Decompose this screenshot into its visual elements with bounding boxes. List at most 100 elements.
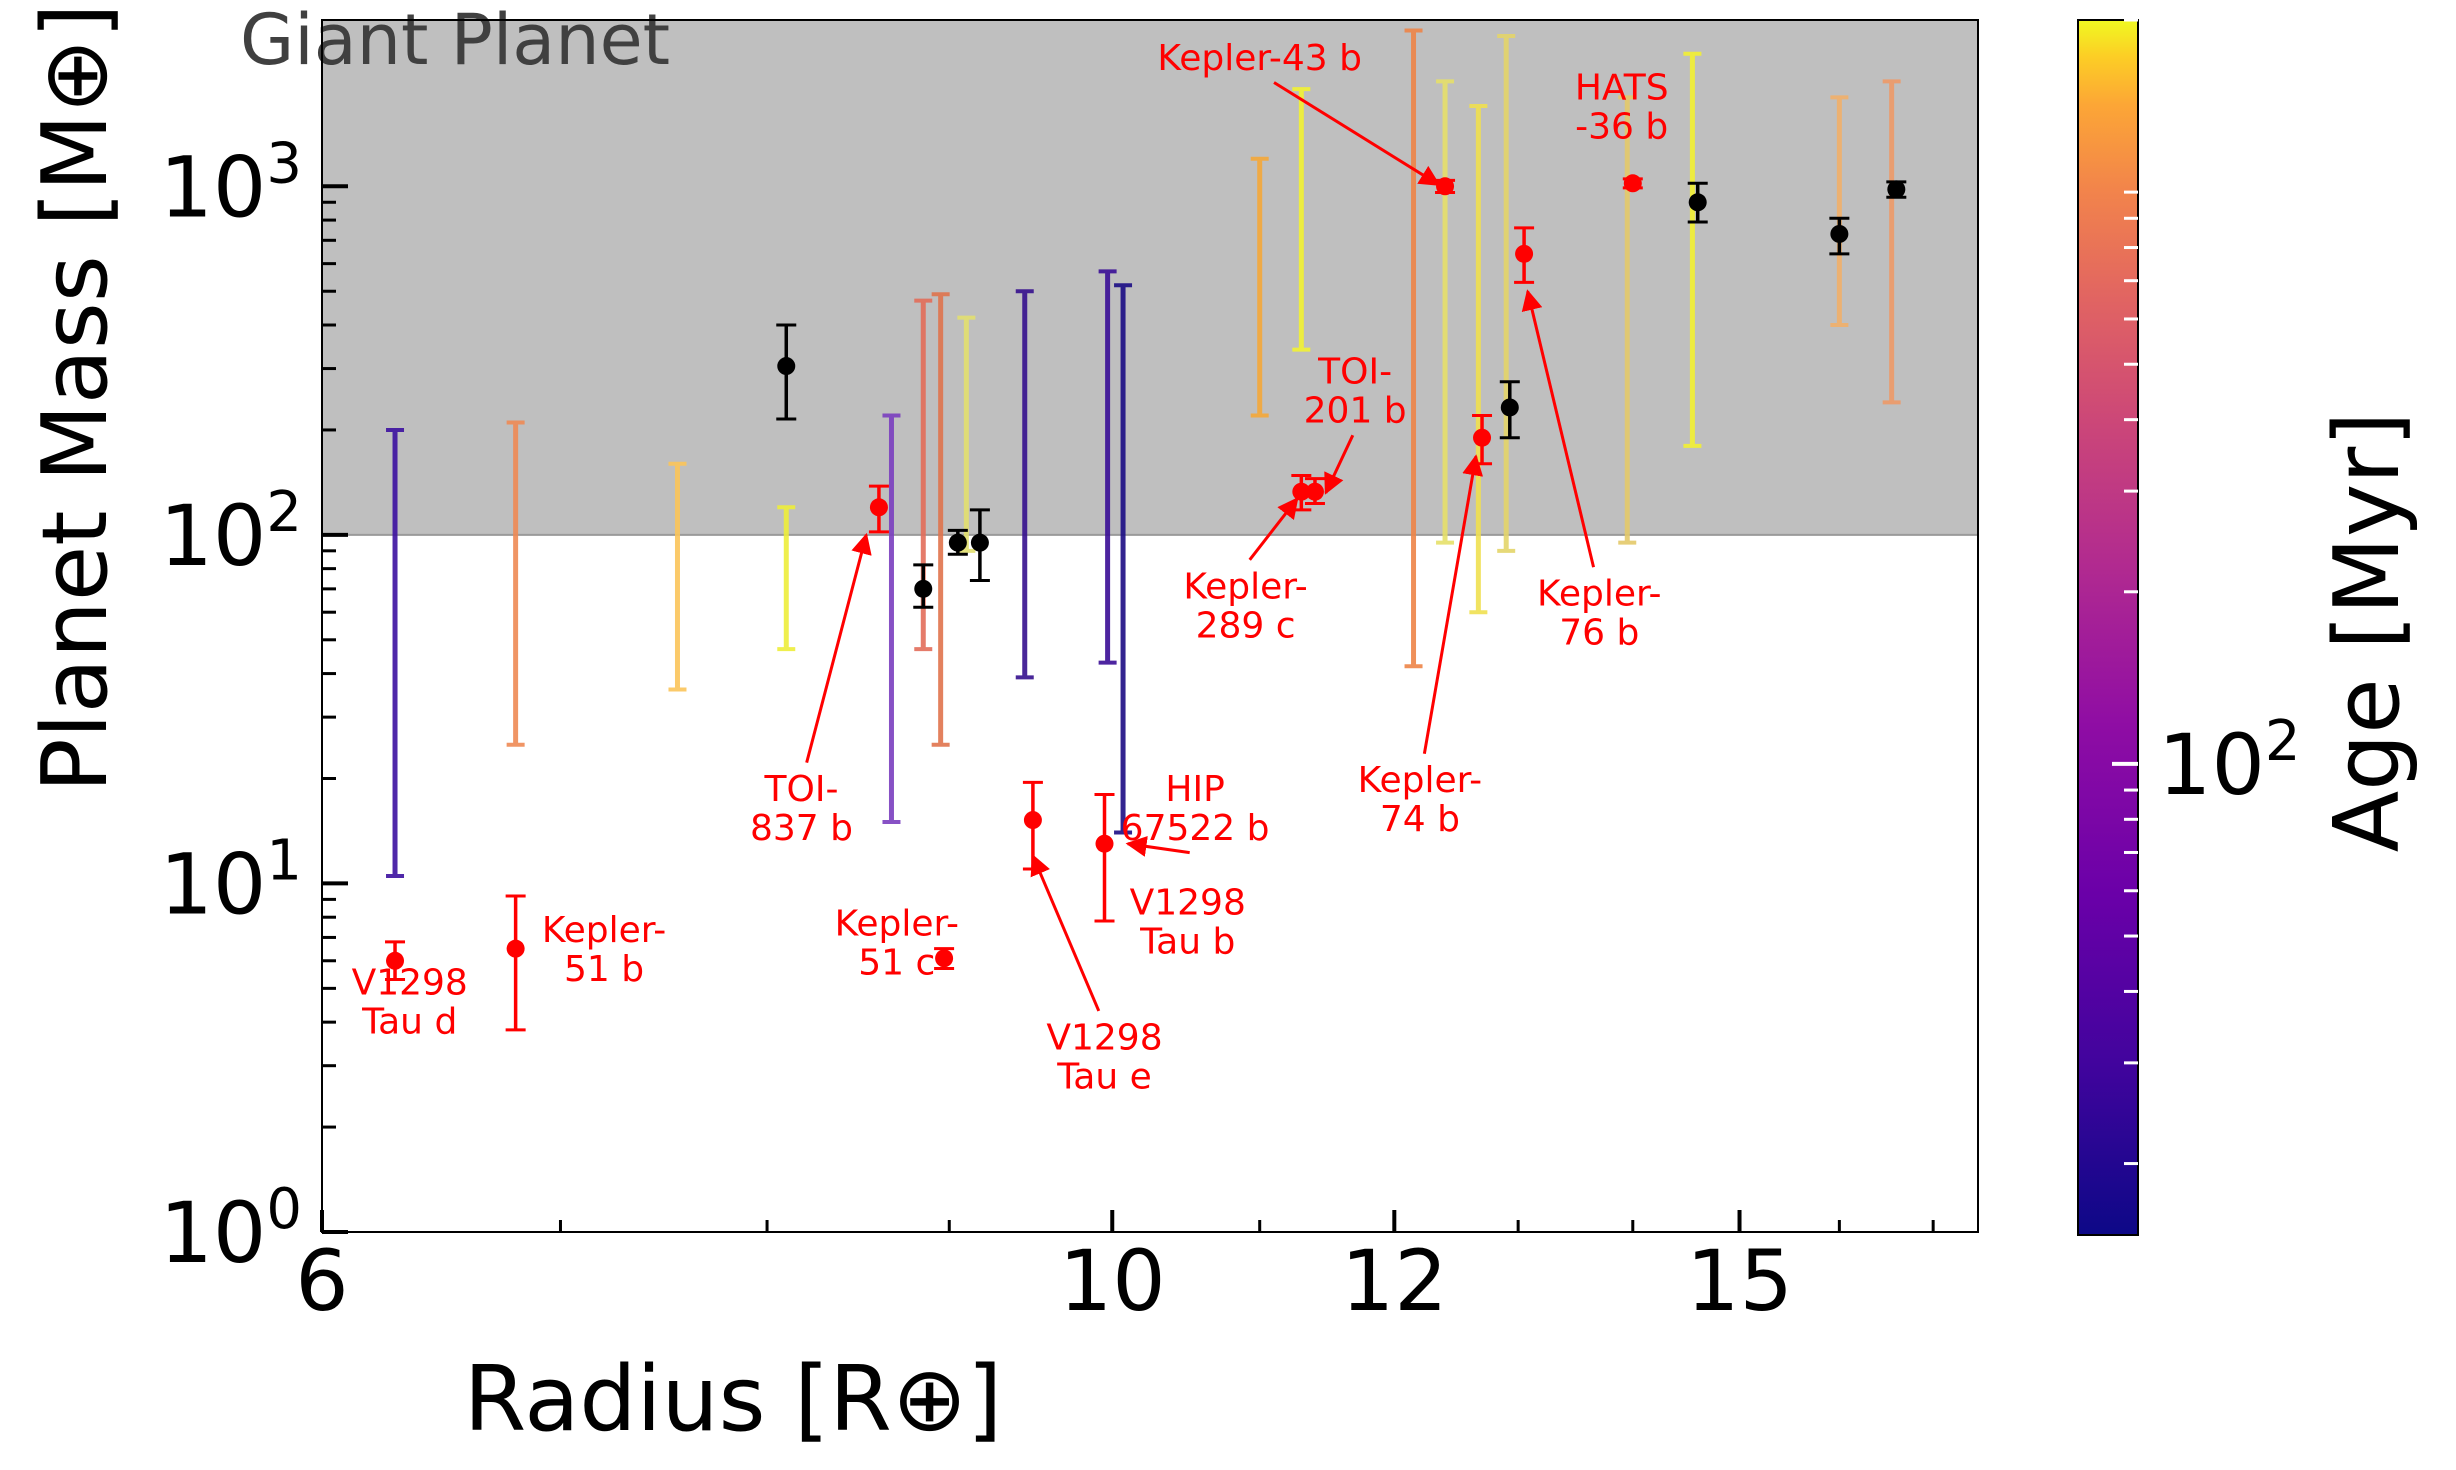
upper-limit-bar [1882, 79, 1901, 405]
planet-label: TOI-837 b [750, 769, 853, 849]
black-point-group [1687, 181, 1708, 224]
colorbar-tick-exponent: 2 [2265, 709, 2301, 774]
y-tick-label: 103 [159, 131, 302, 236]
planet-label-line: 76 b [1559, 613, 1639, 654]
planet-label-line: 67522 b [1121, 808, 1270, 849]
planet-arrow [1248, 497, 1299, 561]
planet-label-line: V1298 [1130, 883, 1246, 924]
colorbar-label: Age [Myr] [2315, 412, 2420, 853]
black-planet-points [776, 180, 1907, 609]
planet-label: Kepler-74 b [1358, 760, 1482, 840]
planet-label-line: 51 c [858, 942, 935, 983]
upper-limit-bar [1469, 103, 1488, 615]
planet-label-line: Kepler- [1537, 574, 1661, 615]
plot-frame [321, 19, 1979, 1233]
black-point [777, 357, 796, 376]
red-point [1095, 834, 1114, 853]
x-axis-label: Radius [R⊕] [464, 1347, 1003, 1452]
upper-limit-bar [1098, 269, 1117, 665]
planet-label-line: Tau b [1139, 922, 1235, 963]
y-tick-exponent: 1 [266, 828, 302, 893]
y-tick-label: 100 [159, 1177, 302, 1282]
upper-limit-bar [1683, 51, 1702, 448]
red-point-group [1304, 477, 1325, 506]
red-point-group [1622, 174, 1643, 193]
red-point-group [934, 947, 955, 971]
x-tick-label: 15 [1686, 1232, 1793, 1330]
planet-label: Kepler-51 b [542, 910, 666, 990]
planet-arrow [1125, 836, 1190, 857]
red-point-group [385, 940, 406, 982]
planet-arrow [1030, 853, 1101, 1012]
black-point [948, 533, 967, 552]
x-tick-label: 6 [295, 1232, 348, 1330]
planet-label-line: V1298 [1046, 1017, 1162, 1058]
black-point-group [1829, 216, 1850, 256]
red-point [1473, 428, 1492, 447]
black-point-group [776, 323, 797, 421]
black-point [914, 579, 933, 598]
planet-label-line: Kepler- [1358, 760, 1482, 801]
planet-label-line: 201 b [1304, 391, 1407, 432]
upper-limit-bar [1292, 87, 1311, 352]
planet-label: Kepler-51 c [835, 903, 959, 983]
y-tick-exponent: 3 [266, 131, 302, 196]
red-point [1623, 174, 1642, 193]
black-point-group [969, 508, 990, 582]
red-point [386, 951, 405, 970]
planet-label: TOI-201 b [1304, 352, 1407, 432]
planet-label-line: 837 b [750, 808, 853, 849]
upper-limit-bar [506, 420, 525, 747]
black-point-group [1886, 180, 1907, 199]
y-tick-label: 102 [159, 480, 302, 585]
upper-limit-bar [668, 461, 687, 692]
planet-label-line: Kepler-43 b [1157, 38, 1362, 79]
planet-label-line: Kepler- [542, 910, 666, 951]
y-tick-exponent: 2 [266, 480, 302, 545]
planet-label: V1298 Tau b [1130, 883, 1246, 963]
black-point [1830, 224, 1849, 243]
red-point [1292, 482, 1311, 501]
planet-label-line: TOI- [1317, 352, 1392, 393]
upper-limit-bar [1015, 289, 1034, 680]
black-point [970, 533, 989, 552]
planet-label: V1298 Tau d [352, 962, 468, 1042]
upper-limit-bar [1436, 79, 1455, 545]
red-point [1515, 244, 1534, 263]
red-point [1023, 811, 1042, 830]
planet-label-line: V1298 [352, 962, 468, 1003]
black-point [1688, 193, 1707, 212]
black-point [1887, 180, 1906, 199]
black-point-group [947, 528, 968, 556]
upper-limit-bar [882, 413, 901, 825]
red-point [935, 949, 954, 968]
planet-arrow [1273, 81, 1441, 187]
y-axis-label: Planet Mass [M⊕] [23, 3, 128, 792]
upper-limit-bar [1250, 156, 1269, 418]
red-point [506, 939, 525, 958]
planet-label-line: 289 c [1196, 605, 1296, 646]
upper-limit-bar [931, 292, 950, 747]
red-point [1436, 177, 1455, 196]
black-point-group [913, 563, 934, 609]
upper-limit-bar [777, 505, 796, 652]
upper-limit-errorbars [322, 28, 1978, 879]
x-tick-label: 10 [1059, 1232, 1166, 1330]
red-point-group [505, 894, 526, 1032]
planet-label-line: Kepler- [835, 903, 959, 944]
planet-label: HATS -36 b [1575, 67, 1669, 147]
planet-arrow [1422, 454, 1484, 754]
planet-label: Kepler-43 b [1157, 38, 1362, 79]
planet-label: Kepler-76 b [1537, 574, 1661, 654]
colorbar-tick-label: 102 [2158, 709, 2301, 814]
planet-label-line: HATS [1575, 67, 1669, 108]
planet-label-line: TOI- [764, 769, 839, 810]
planet-label: HIP 67522 b [1121, 769, 1270, 849]
x-tick-label: 12 [1341, 1232, 1448, 1330]
red-point-group [1094, 792, 1115, 923]
planet-label-line: 51 b [564, 949, 644, 990]
upper-limit-bar [1830, 95, 1849, 328]
